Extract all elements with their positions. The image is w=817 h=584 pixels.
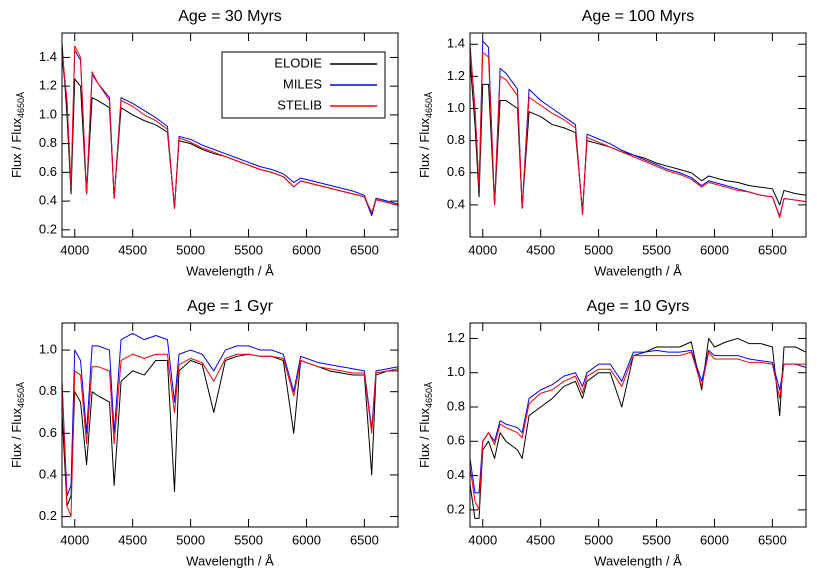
y-tick-label: 0.4	[39, 466, 57, 481]
x-tick-label: 4500	[118, 242, 147, 257]
y-axis-label: Flux / Flux4650Å	[9, 382, 26, 468]
plot-area	[470, 40, 806, 219]
y-tick-label: 0.8	[39, 383, 57, 398]
y-tick-label: 0.6	[39, 425, 57, 440]
panel-title: Age = 30 Myrs	[178, 8, 282, 25]
plot-frame	[469, 322, 807, 528]
spectrum-line	[470, 337, 806, 519]
y-tick-label: 1.4	[39, 49, 57, 64]
y-axis-label-main: Flux / Flux	[417, 408, 432, 468]
spectrum-line	[62, 332, 398, 497]
y-tick-label: 1.2	[39, 78, 57, 93]
y-axis-label-main: Flux / Flux	[417, 118, 432, 178]
y-tick-label: 0.4	[447, 196, 465, 211]
plot-frame	[61, 32, 399, 238]
x-tick-label: 6500	[350, 242, 379, 257]
plot-area	[62, 332, 398, 518]
x-tick-label: 6000	[700, 532, 729, 547]
x-tick-label: 5000	[584, 532, 613, 547]
x-axis-label: Wavelength / Å	[594, 263, 682, 278]
spectrum-line	[470, 47, 806, 219]
y-tick-label: 0.6	[447, 433, 465, 448]
x-tick-label: 5000	[584, 242, 613, 257]
spectrum-line	[62, 45, 398, 214]
panel-title: Age = 100 Myrs	[582, 8, 695, 25]
x-tick-label: 6500	[758, 532, 787, 547]
plot-frame	[61, 322, 399, 528]
plot-area	[62, 43, 398, 216]
y-tick-label: 0.4	[39, 193, 57, 208]
y-axis-label: Flux / Flux4650Å	[9, 92, 26, 178]
x-tick-label: 5500	[234, 242, 263, 257]
y-tick-label: 1.0	[39, 106, 57, 121]
legend: ELODIE MILES STELIB	[221, 51, 386, 119]
panel-title: Age = 10 Gyrs	[587, 298, 690, 315]
y-tick-label: 0.2	[447, 501, 465, 516]
spectrum-line	[470, 351, 806, 511]
x-tick-label: 5500	[642, 532, 671, 547]
x-tick-label: 4500	[526, 242, 555, 257]
y-tick-label: 1.2	[447, 68, 465, 83]
x-tick-label: 6000	[292, 532, 321, 547]
spectrum-line	[470, 349, 806, 494]
x-tick-label: 5500	[642, 242, 671, 257]
x-tick-label: 4000	[60, 532, 89, 547]
x-tick-label: 6500	[350, 532, 379, 547]
x-tick-label: 5000	[176, 532, 205, 547]
y-axis-label-subscript: 4650Å	[16, 382, 26, 408]
legend-label: MILES	[283, 76, 322, 91]
x-tick-label: 6000	[292, 242, 321, 257]
x-tick-label: 4000	[60, 242, 89, 257]
panel-title: Age = 1 Gyr	[187, 298, 273, 315]
y-tick-label: 1.2	[447, 330, 465, 345]
panel: Age = 1 Gyr Wavelength / Å Flux / Flux4650…	[9, 298, 399, 568]
y-tick-label: 0.4	[447, 467, 465, 482]
x-tick-label: 6500	[758, 242, 787, 257]
y-axis-label: Flux / Flux4650Å	[417, 92, 434, 178]
y-axis-label-main: Flux / Flux	[9, 118, 24, 178]
x-tick-label: 4000	[468, 242, 497, 257]
y-tick-label: 0.6	[447, 164, 465, 179]
y-tick-label: 0.8	[447, 132, 465, 147]
x-tick-label: 4000	[468, 532, 497, 547]
legend-label: ELODIE	[274, 55, 322, 70]
legend-label: STELIB	[277, 97, 322, 112]
y-axis-label-subscript: 4650Å	[424, 382, 434, 408]
panel: Age = 30 Myrs Wavelength / Å Flux / Flux46…	[9, 8, 399, 278]
x-tick-label: 4500	[526, 532, 555, 547]
spectrum-line	[470, 40, 806, 217]
y-tick-label: 0.8	[447, 398, 465, 413]
y-tick-label: 0.2	[39, 221, 57, 236]
x-tick-label: 5500	[234, 532, 263, 547]
y-tick-label: 1.0	[39, 341, 57, 356]
spectrum-line	[62, 49, 398, 216]
panel: Age = 10 Gyrs Wavelength / Å Flux / Flux46…	[417, 298, 807, 568]
x-tick-label: 5000	[176, 242, 205, 257]
y-tick-label: 0.8	[39, 135, 57, 150]
x-tick-label: 6000	[700, 242, 729, 257]
y-tick-label: 0.2	[39, 508, 57, 523]
y-tick-label: 1.4	[447, 36, 465, 51]
x-axis-label: Wavelength / Å	[186, 263, 274, 278]
x-axis-label: Wavelength / Å	[186, 553, 274, 568]
spectrum-line	[62, 353, 398, 507]
y-axis-label-subscript: 4650Å	[16, 92, 26, 118]
x-tick-label: 4500	[118, 532, 147, 547]
y-tick-label: 1.0	[447, 100, 465, 115]
plot-area	[470, 337, 806, 519]
x-axis-label: Wavelength / Å	[594, 553, 682, 568]
plot-frame	[469, 32, 807, 238]
y-tick-label: 1.0	[447, 364, 465, 379]
spectrum-line	[62, 353, 398, 518]
y-axis-label-main: Flux / Flux	[9, 408, 24, 468]
y-tick-label: 0.6	[39, 164, 57, 179]
spectrum-line	[470, 60, 806, 212]
y-axis-label-subscript: 4650Å	[424, 92, 434, 118]
y-axis-label: Flux / Flux4650Å	[417, 382, 434, 468]
